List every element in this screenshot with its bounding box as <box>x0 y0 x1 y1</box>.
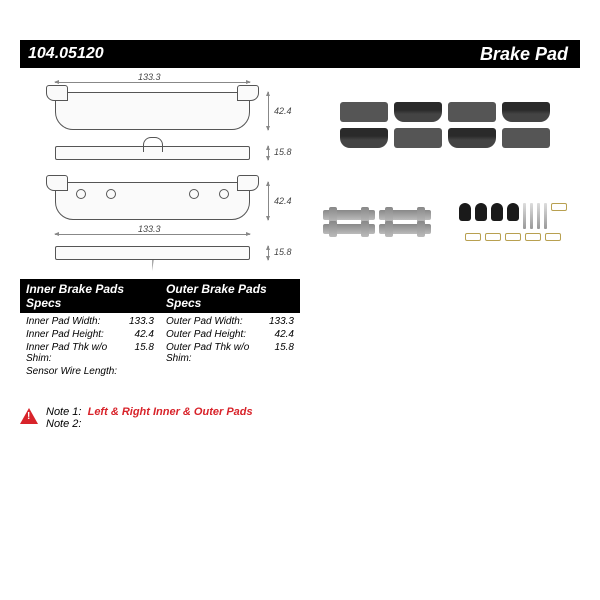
spec-label: Inner Pad Thk w/o Shim: <box>26 342 135 364</box>
spec-row: Outer Pad Width: 133.3 <box>166 315 294 328</box>
photo-pad <box>394 128 442 148</box>
drawing-inner-pad-face <box>55 92 250 130</box>
spec-value: 133.3 <box>129 316 154 327</box>
hardware-clip <box>323 210 375 220</box>
spec-row: Inner Pad Thk w/o Shim:15.8 <box>26 341 154 365</box>
note1-label: Note 1: <box>46 406 81 418</box>
warning-icon <box>20 408 38 424</box>
hardware-clips <box>314 183 440 260</box>
hardware-clip <box>379 210 431 220</box>
spec-label: Sensor Wire Length: <box>26 366 117 377</box>
hardware-pin <box>523 203 526 229</box>
hardware-small-clip <box>551 203 567 211</box>
hardware-pin <box>544 203 547 229</box>
spec-label: Inner Pad Height: <box>26 329 104 340</box>
hardware-boot <box>491 203 503 221</box>
drawing-inner-pad-side <box>55 146 250 160</box>
dim-top-width: 133.3 <box>138 72 161 82</box>
hardware-small-clip <box>485 233 501 241</box>
spec-value: 133.3 <box>269 316 294 327</box>
hardware-small-clip <box>525 233 541 241</box>
hardware-pin <box>530 203 533 229</box>
spec-label: Inner Pad Width: <box>26 316 100 327</box>
spec-row: Sensor Wire Length: <box>26 365 154 378</box>
photo-pad <box>448 102 496 122</box>
hardware-small-clip <box>545 233 561 241</box>
dim-top-height: 42.4 <box>274 106 292 116</box>
technical-drawing: 133.3 42.4 15.8 133.3 42.4 15.8 <box>20 74 300 279</box>
photo-pad <box>394 102 442 122</box>
left-column: 133.3 42.4 15.8 133.3 42.4 15.8 Inner <box>20 74 300 430</box>
hardware-small-clip <box>465 233 481 241</box>
dim-line-bot-width <box>55 234 250 235</box>
specs-body: Inner Pad Width: 133.3 Inner Pad Height: 4… <box>20 313 300 380</box>
dim-line-top-thk <box>268 146 269 160</box>
spec-value: 42.4 <box>275 329 294 340</box>
dim-bot-thk: 15.8 <box>274 247 292 257</box>
hardware-clip <box>323 224 375 234</box>
spec-row: Outer Pad Height: 42.4 <box>166 328 294 341</box>
notes-section: Note 1: Left & Right Inner & Outer Pads … <box>20 406 300 430</box>
dim-bot-width: 133.3 <box>138 224 161 234</box>
product-photo-pads <box>310 82 580 167</box>
drawing-outer-pad-face <box>55 182 250 220</box>
hardware-small-clip <box>505 233 521 241</box>
spec-row: Inner Pad Height: 42.4 <box>26 328 154 341</box>
hardware-boot <box>459 203 471 221</box>
hardware-boot <box>507 203 519 221</box>
photo-pad <box>340 128 388 148</box>
hardware-kit <box>450 183 576 260</box>
photo-pad <box>502 128 550 148</box>
hardware-pin <box>537 203 540 229</box>
note2-label: Note 2: <box>46 418 81 430</box>
dim-line-top-height <box>268 92 269 130</box>
photo-pad <box>502 102 550 122</box>
spec-label: Outer Pad Height: <box>166 329 246 340</box>
spec-value: 42.4 <box>135 329 154 340</box>
inner-specs-col: Inner Pad Width: 133.3 Inner Pad Height: 4… <box>20 313 160 380</box>
specs-header: Inner Brake Pads Specs Outer Brake Pads … <box>20 279 300 313</box>
photo-pad <box>340 102 388 122</box>
dim-line-bot-thk <box>268 246 269 260</box>
dim-line-bot-height <box>268 182 269 220</box>
main-content: 133.3 42.4 15.8 133.3 42.4 15.8 Inner <box>20 74 580 430</box>
dim-bot-height: 42.4 <box>274 196 292 206</box>
hardware-clip <box>379 224 431 234</box>
spec-row: Outer Pad Thk w/o Shim:15.8 <box>166 341 294 365</box>
spec-label: Outer Pad Width: <box>166 316 243 327</box>
part-number: 104.05120 <box>20 40 120 68</box>
dim-line-top-width <box>55 82 250 83</box>
spec-label: Outer Pad Thk w/o Shim: <box>166 342 275 364</box>
notes-text: Note 1: Left & Right Inner & Outer Pads … <box>46 406 253 430</box>
dim-top-thk: 15.8 <box>274 147 292 157</box>
product-title: Brake Pad <box>468 40 580 68</box>
spec-value: 15.8 <box>275 342 294 364</box>
note1-text: Left & Right Inner & Outer Pads <box>88 406 253 418</box>
outer-specs-header: Outer Brake Pads Specs <box>160 279 300 313</box>
drawing-outer-pad-side <box>55 246 250 260</box>
outer-specs-col: Outer Pad Width: 133.3 Outer Pad Height: 4… <box>160 313 300 380</box>
header-bar: 104.05120 Brake Pad <box>20 40 580 68</box>
right-column <box>310 74 580 430</box>
spec-value: 15.8 <box>135 342 154 364</box>
inner-specs-header: Inner Brake Pads Specs <box>20 279 160 313</box>
spec-row: Inner Pad Width: 133.3 <box>26 315 154 328</box>
photo-pad <box>448 128 496 148</box>
product-photo-hardware <box>310 179 580 264</box>
hardware-boot <box>475 203 487 221</box>
